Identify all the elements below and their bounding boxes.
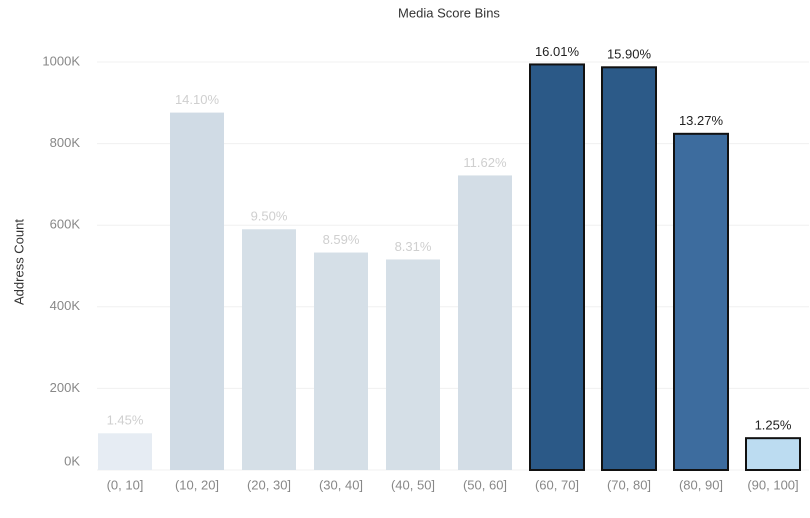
bar — [170, 112, 224, 470]
data-label: 16.01% — [535, 44, 580, 59]
x-tick-label: (0, 10] — [107, 477, 144, 492]
bar — [673, 132, 729, 471]
chart-title: Media Score Bins — [398, 5, 500, 20]
y-axis-label: Address Count — [11, 219, 26, 305]
x-tick-label: (20, 30] — [247, 477, 291, 492]
x-tick-label: (50, 60] — [463, 477, 507, 492]
y-tick-label: 1000K — [42, 53, 80, 68]
x-tick-label: (60, 70] — [535, 477, 579, 492]
x-tick-label: (70, 80] — [607, 477, 651, 492]
data-label: 13.27% — [679, 113, 724, 128]
y-tick-label: 800K — [50, 135, 81, 150]
data-label: 1.25% — [755, 418, 792, 433]
data-label: 14.10% — [175, 92, 220, 107]
x-tick-label: (30, 40] — [319, 477, 363, 492]
data-label: 1.45% — [107, 413, 144, 428]
y-tick-label: 0K — [64, 453, 80, 468]
x-tick-label: (80, 90] — [679, 477, 723, 492]
bar — [242, 229, 296, 470]
data-label: 8.59% — [323, 232, 360, 247]
bar — [458, 175, 512, 470]
y-tick-label: 200K — [50, 380, 81, 395]
data-label: 9.50% — [251, 209, 288, 224]
bar — [314, 252, 368, 470]
bar — [745, 437, 801, 471]
data-label: 15.90% — [607, 47, 652, 62]
y-tick-label: 600K — [50, 217, 81, 232]
bar — [386, 259, 440, 470]
data-label: 8.31% — [395, 239, 432, 254]
y-tick-label: 400K — [50, 298, 81, 313]
bar — [98, 433, 152, 470]
data-label: 11.62% — [463, 155, 507, 170]
bar — [601, 66, 657, 472]
x-tick-label: (90, 100] — [747, 477, 798, 492]
x-tick-label: (10, 20] — [175, 477, 219, 492]
bar — [529, 63, 585, 471]
x-tick-label: (40, 50] — [391, 477, 435, 492]
